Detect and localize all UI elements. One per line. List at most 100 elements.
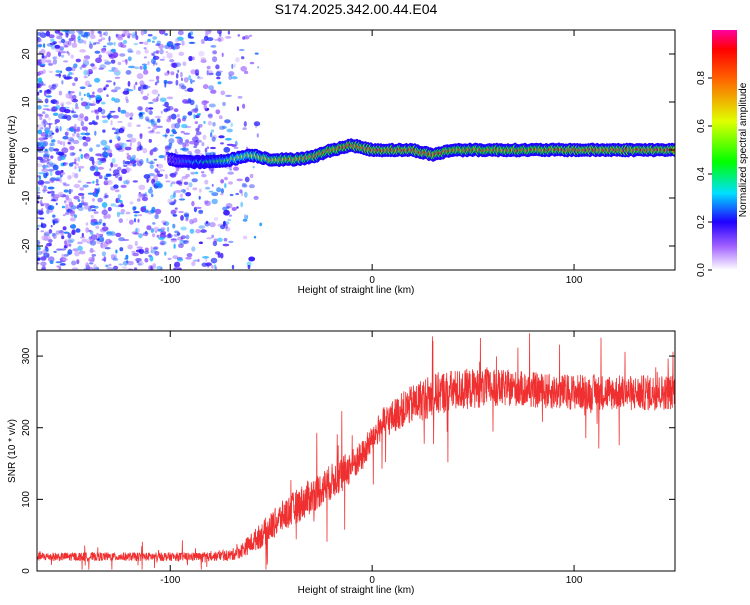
spectrogram-noise-cell [207,114,213,117]
spectrogram-noise-cell [127,48,133,52]
spectrogram-noise-cell [159,242,165,245]
spectrogram-noise-cell [137,198,141,202]
spectrogram-noise-cell [210,257,218,264]
spectrogram-y-label: Frequency (Hz) [7,116,18,185]
spectrogram-noise-cell [160,110,163,115]
spectrogram-noise-cell [72,114,79,118]
spectrogram-y-tick-label: 0 [21,147,32,153]
spectrogram-noise-cell [40,83,46,86]
spectrogram-noise-cell [148,101,154,104]
spectrogram-noise-cell [143,174,151,179]
spectrogram-noise-cell [58,72,61,79]
spectrogram-noise-cell [93,211,99,214]
spectrogram-noise-cell [111,157,116,164]
spectrogram-noise-cell [153,158,158,161]
spectrogram-noise-cell [41,235,49,241]
spectrogram-noise-cell [106,94,109,97]
spectrogram-noise-cell [67,52,70,56]
spectrogram-noise-cell [246,214,249,220]
spectrogram-noise-cell [60,169,64,173]
spectrogram-noise-cell [103,175,107,180]
spectrogram-noise-cell [148,79,155,82]
spectrogram-noise-cell [196,76,204,80]
spectrogram-noise-cell [56,33,62,39]
spectrogram-noise-cell [217,81,222,85]
spectrogram-noise-cell [211,192,219,197]
spectrogram-noise-cell [81,238,87,243]
spectrogram-noise-cell [87,192,94,195]
spectrogram-noise-cell [125,96,129,101]
spectrogram-noise-cell [225,223,228,230]
spectrogram-noise-cell [181,147,189,152]
spectrogram-noise-cell [37,77,43,83]
spectrogram-noise-cell [89,239,97,246]
spectrogram-noise-cell [144,49,149,54]
spectrogram-noise-cell [108,35,111,42]
spectrogram-noise-cell [127,244,133,250]
spectrogram-noise-cell [109,139,113,144]
spectrogram-noise-cell [69,145,75,151]
spectrogram-noise-cell [116,211,120,218]
spectrogram-noise-cell [222,125,227,129]
spectrogram-noise-cell [162,56,166,59]
spectrogram-noise-cell [39,58,47,64]
spectrogram-noise-cell [180,85,187,90]
spectrogram-noise-cell [139,133,143,140]
spectrogram-noise-cell [94,130,97,136]
spectrogram-noise-cell [45,247,48,251]
spectrogram-noise-cell [95,178,99,184]
spectrogram-noise-cell [191,200,195,207]
spectrogram-noise-cell [90,234,98,241]
spectrogram-noise-cell [127,80,131,87]
spectrogram-noise-cell [58,230,64,234]
spectrogram-noise-cell [61,147,69,154]
spectrogram-noise-cell [117,61,122,66]
spectrogram-noise-cell [80,153,84,160]
spectrogram-noise-cell [229,168,233,171]
spectrogram-noise-cell [43,43,46,48]
spectrogram-noise-cell [194,114,200,119]
spectrogram-noise-cell [190,78,193,84]
spectrogram-noise-cell [48,256,55,263]
spectrogram-noise-cell [183,212,190,217]
spectrogram-noise-cell [78,136,83,141]
spectrogram-noise-cell [138,86,141,92]
spectrogram-noise-cell [37,149,44,154]
colorbar-tick-label: 0.6 [696,119,707,133]
spectrogram-noise-cell [53,250,57,253]
spectrogram-noise-cell [153,246,159,250]
spectrogram-noise-cell [117,199,123,203]
spectrogram-noise-cell [37,124,43,130]
spectrogram-noise-cell [118,218,124,224]
spectrogram-noise-cell [62,141,66,147]
spectrogram-noise-cell [43,156,49,160]
spectrogram-noise-cell [60,38,66,44]
spectrogram-noise-cell [178,83,185,87]
spectrogram-noise-cell [220,142,224,145]
spectrogram-noise-cell [68,209,76,214]
spectrogram-noise-cell [181,77,183,81]
spectrogram-noise-cell [97,236,105,243]
spectrogram-noise-cell [67,197,72,204]
spectrogram-noise-cell [83,40,87,45]
spectrogram-noise-cell [97,107,103,113]
spectrogram-noise-cell [194,149,201,154]
spectrogram-noise-cell [55,105,61,110]
spectrogram-noise-cell [54,44,61,49]
spectrogram-noise-cell [111,66,116,71]
spectrogram-noise-cell [46,51,51,58]
spectrogram-noise-cell [204,179,209,185]
spectrogram-noise-cell [64,131,69,136]
spectrogram-noise-cell [39,89,43,93]
spectrogram-noise-cell [240,191,244,197]
spectrogram-noise-cell [195,127,199,132]
spectrogram-noise-cell [159,48,164,55]
spectrogram-noise-cell [134,66,140,70]
spectrogram-noise-cell [140,81,145,86]
spectrogram-noise-cell [231,144,237,148]
spectrogram-noise-cell [79,250,86,255]
spectrogram-noise-cell [40,256,47,261]
spectrogram-noise-cell [37,256,42,262]
spectrogram-noise-cell [246,261,252,267]
spectrogram-noise-cell [173,192,176,198]
